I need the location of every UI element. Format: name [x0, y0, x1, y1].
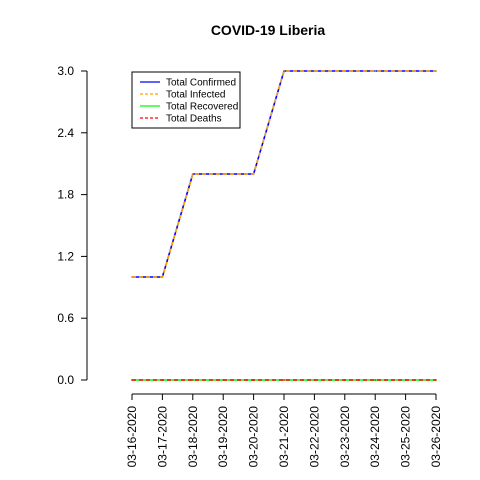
data-point [374, 70, 377, 72]
x-tick-label: 03-24-2020 [368, 406, 382, 468]
chart-title: COVID-19 Liberia [211, 22, 326, 38]
x-tick-label: 03-22-2020 [307, 406, 321, 468]
data-point [313, 70, 316, 72]
axes: 0.0 0.6 1.2 1.8 2.4 3.0 03-16-2020 03-17-2020 03… [57, 64, 443, 467]
x-tick-label: 03-26-2020 [429, 406, 443, 468]
data-point [404, 379, 407, 381]
data-point [222, 173, 224, 175]
x-tick-label: 03-18-2020 [186, 406, 200, 468]
data-point [252, 379, 255, 381]
data-point [192, 173, 194, 175]
data-point [283, 379, 285, 381]
legend-label: Total Confirmed [166, 78, 236, 89]
x-tick-label: 03-16-2020 [125, 406, 139, 468]
data-point [374, 379, 377, 381]
series-layer [131, 70, 437, 381]
x-tick-label: 03-25-2020 [399, 406, 413, 468]
x-tick-label: 03-19-2020 [216, 406, 230, 468]
x-tick-label: 03-21-2020 [277, 406, 291, 468]
data-point [435, 70, 437, 72]
data-point [404, 70, 407, 72]
x-tick-label: 03-23-2020 [338, 406, 352, 468]
y-tick-label: 2.4 [57, 126, 74, 140]
data-point [192, 379, 194, 381]
x-tick-label: 03-20-2020 [247, 406, 261, 468]
legend-box [131, 71, 241, 129]
data-point [435, 379, 437, 381]
data-point [131, 379, 133, 381]
data-point [252, 173, 255, 175]
legend-label: Total Recovered [166, 102, 238, 113]
y-tick-label: 3.0 [57, 64, 74, 78]
data-point [344, 379, 346, 381]
x-tick-label: 03-17-2020 [155, 406, 169, 468]
data-point [344, 70, 346, 72]
y-tick-label: 1.8 [57, 188, 74, 202]
y-tick-label: 0.6 [57, 311, 74, 325]
y-tick-label: 1.2 [57, 249, 74, 263]
data-point [131, 276, 133, 278]
legend-label: Total Infected [166, 90, 225, 101]
legend-label: Total Deaths [166, 114, 222, 125]
data-point [222, 379, 224, 381]
data-point [161, 276, 164, 278]
data-point [283, 70, 285, 72]
data-point [313, 379, 316, 381]
series-line-total-infected [132, 70, 436, 278]
y-tick-label: 0.0 [57, 373, 74, 387]
data-point [161, 379, 164, 381]
